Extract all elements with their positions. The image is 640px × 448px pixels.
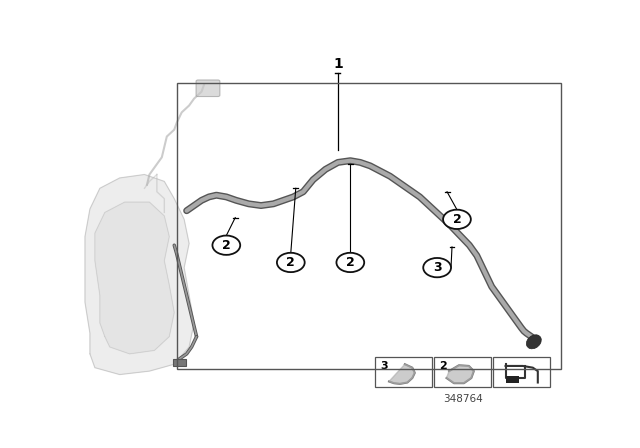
Text: 2: 2 bbox=[439, 361, 447, 371]
Bar bbox=[493, 358, 550, 387]
Circle shape bbox=[337, 253, 364, 272]
Circle shape bbox=[423, 258, 451, 277]
Ellipse shape bbox=[527, 335, 541, 349]
Bar bbox=[434, 358, 491, 387]
Polygon shape bbox=[447, 365, 474, 383]
Text: 3: 3 bbox=[380, 361, 388, 371]
Text: 2: 2 bbox=[222, 239, 230, 252]
Bar bbox=[506, 376, 520, 383]
Text: 2: 2 bbox=[346, 256, 355, 269]
Circle shape bbox=[212, 236, 240, 255]
Bar bbox=[177, 83, 561, 370]
Text: 1: 1 bbox=[333, 57, 343, 71]
Polygon shape bbox=[85, 174, 194, 375]
Bar bbox=[375, 358, 432, 387]
Circle shape bbox=[443, 210, 471, 229]
Text: 2: 2 bbox=[287, 256, 295, 269]
Text: 3: 3 bbox=[433, 261, 442, 274]
Polygon shape bbox=[95, 202, 174, 354]
FancyBboxPatch shape bbox=[196, 80, 220, 96]
Text: 2: 2 bbox=[452, 213, 461, 226]
FancyBboxPatch shape bbox=[173, 359, 186, 366]
Circle shape bbox=[277, 253, 305, 272]
Polygon shape bbox=[389, 364, 415, 384]
Text: 348764: 348764 bbox=[443, 394, 483, 404]
